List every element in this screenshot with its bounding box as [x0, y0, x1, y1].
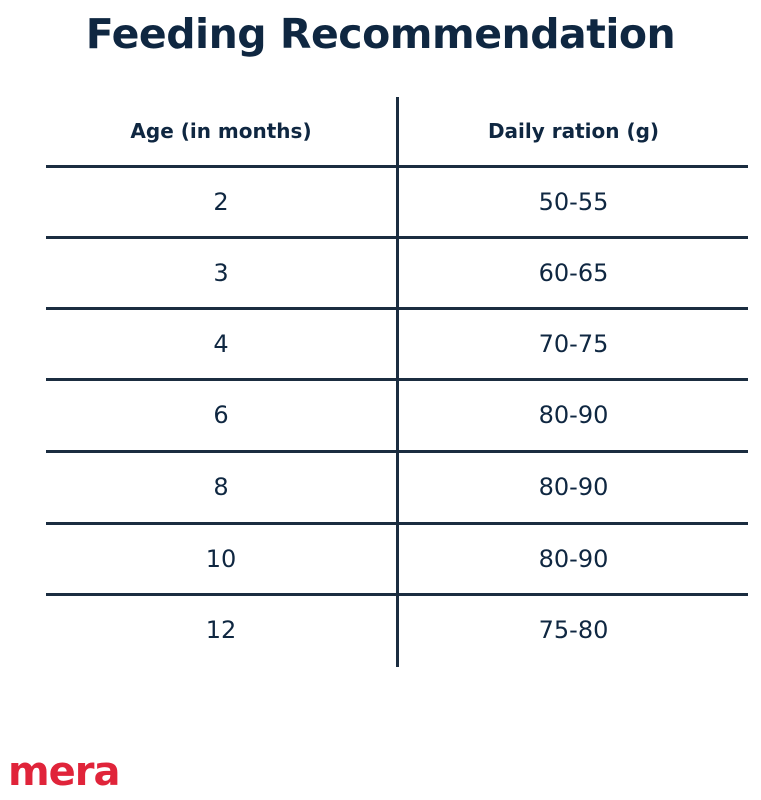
ration-cell: 80-90 — [538, 401, 609, 429]
row-divider — [46, 307, 748, 310]
ration-cell: 70-75 — [538, 330, 609, 358]
row-divider — [46, 522, 748, 525]
column-divider — [396, 97, 399, 667]
table-row: 3 60-65 — [46, 239, 748, 307]
row-divider — [46, 593, 748, 596]
table-header-row: Age (in months) Daily ration (g) — [46, 97, 748, 166]
table-row: 8 80-90 — [46, 453, 748, 521]
age-cell: 4 — [213, 330, 229, 358]
row-divider — [46, 450, 748, 453]
feeding-table: Age (in months) Daily ration (g) 2 50-55… — [46, 97, 748, 667]
row-divider — [46, 378, 748, 381]
page-title: Feeding Recommendation — [85, 10, 676, 58]
row-divider — [46, 165, 748, 168]
ration-cell: 60-65 — [538, 259, 609, 287]
table-row: 10 80-90 — [46, 525, 748, 593]
brand-logo: mera — [8, 749, 121, 795]
age-cell: 6 — [213, 401, 229, 429]
table-row: 4 70-75 — [46, 310, 748, 378]
age-cell: 3 — [213, 259, 229, 287]
ration-cell: 80-90 — [538, 545, 609, 573]
age-cell: 10 — [205, 545, 237, 573]
row-divider — [46, 236, 748, 239]
ration-cell: 50-55 — [538, 188, 609, 216]
age-cell: 12 — [205, 616, 237, 644]
age-cell: 8 — [213, 473, 229, 501]
table-row: 2 50-55 — [46, 168, 748, 236]
table-row: 6 80-90 — [46, 381, 748, 449]
ration-cell: 80-90 — [538, 473, 609, 501]
ration-cell: 75-80 — [538, 616, 609, 644]
header-daily-ration: Daily ration (g) — [487, 119, 660, 143]
table-row: 12 75-80 — [46, 596, 748, 664]
header-age: Age (in months) — [130, 119, 312, 143]
age-cell: 2 — [213, 188, 229, 216]
